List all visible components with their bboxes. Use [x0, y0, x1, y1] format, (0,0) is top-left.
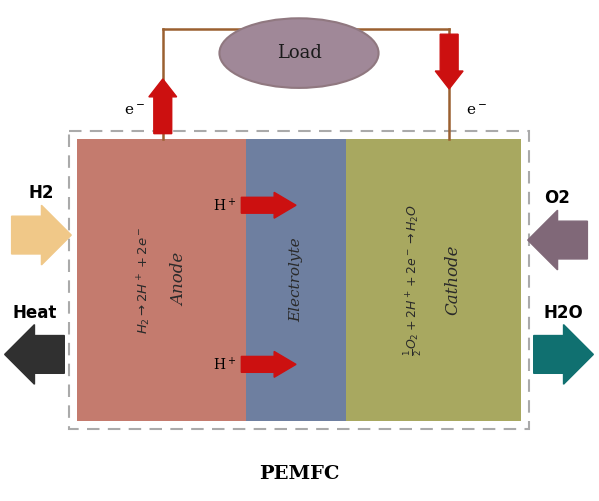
Bar [77, 139, 246, 421]
FancyArrow shape [5, 325, 64, 384]
Ellipse shape [219, 19, 379, 88]
Text: PEMFC: PEMFC [259, 465, 339, 483]
Text: Cathode: Cathode [444, 244, 462, 315]
FancyArrow shape [11, 205, 71, 265]
Text: O2: O2 [544, 189, 570, 207]
Text: Heat: Heat [13, 304, 57, 322]
Text: $\frac{1}{2}O_2 + 2H^+ + 2e^- \rightarrow H_2O$: $\frac{1}{2}O_2 + 2H^+ + 2e^- \rightarro… [403, 204, 424, 356]
Text: e$^-$: e$^-$ [467, 104, 488, 118]
FancyArrow shape [149, 79, 177, 134]
Bar [346, 139, 521, 421]
Text: Load: Load [277, 44, 322, 62]
Bar [69, 131, 529, 429]
Text: H$^+$: H$^+$ [213, 356, 237, 373]
Text: e$^-$: e$^-$ [125, 104, 146, 118]
Text: $H_2 \rightarrow 2H^+ + 2e^-$: $H_2 \rightarrow 2H^+ + 2e^-$ [135, 226, 153, 334]
FancyArrow shape [241, 351, 296, 377]
Text: H$^+$: H$^+$ [213, 196, 237, 214]
FancyArrow shape [528, 210, 588, 270]
Text: H2: H2 [29, 184, 54, 202]
FancyArrow shape [241, 192, 296, 218]
Text: Electrolyte: Electrolyte [289, 237, 303, 322]
Text: H2O: H2O [544, 304, 583, 322]
FancyArrow shape [435, 34, 463, 89]
FancyArrow shape [534, 325, 594, 384]
Bar [246, 139, 346, 421]
Text: Anode: Anode [171, 253, 188, 307]
